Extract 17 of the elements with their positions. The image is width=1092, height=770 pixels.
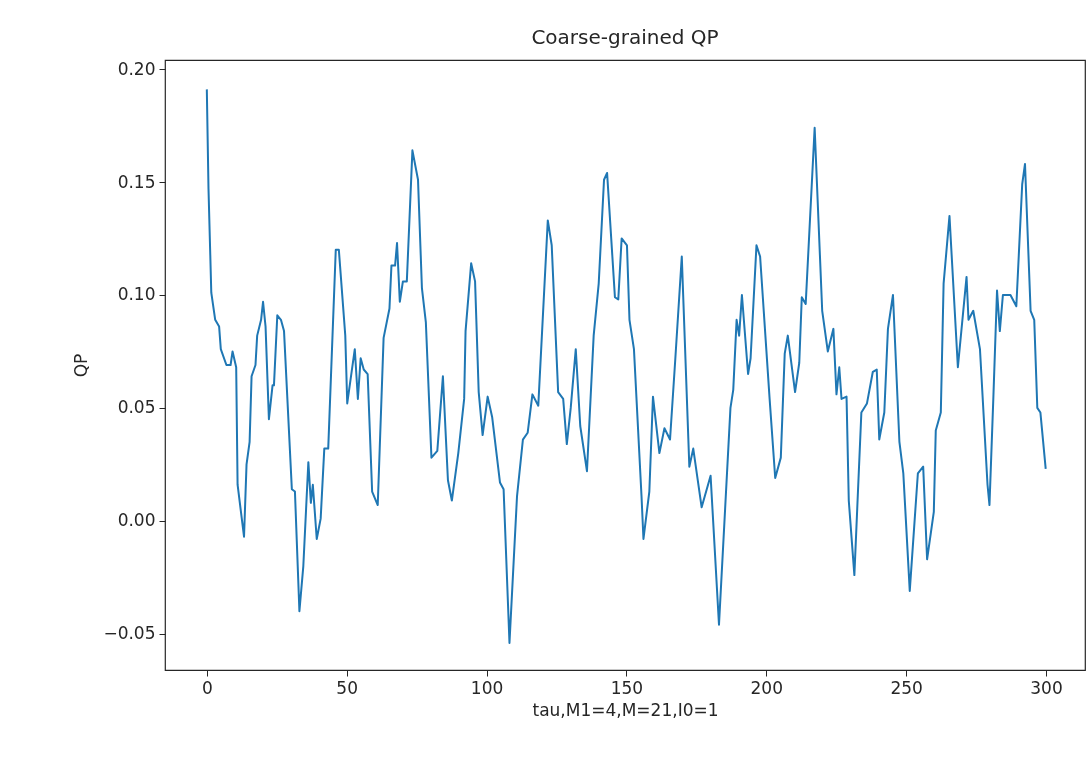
x-tick-label: 300: [1030, 677, 1063, 698]
x-tick-label: 0: [201, 677, 213, 698]
y-tick-label: 0.05: [117, 397, 156, 418]
x-tick-label: 50: [336, 677, 358, 698]
x-tick-label: 100: [470, 677, 504, 698]
y-tick-label: 0.00: [117, 510, 156, 531]
x-axis-title: tau,M1=4,M=21,I0=1: [532, 699, 719, 720]
x-tick-label: 150: [610, 677, 644, 698]
y-tick-label: 0.20: [117, 58, 156, 79]
y-tick-label: 0.15: [117, 171, 156, 192]
x-tick-label: 250: [890, 677, 923, 698]
line-series: [205, 88, 1047, 644]
y-axis-title: QP: [71, 353, 92, 378]
x-tick-label: 200: [750, 677, 783, 698]
chart-title: Coarse-grained QP: [531, 25, 719, 49]
y-tick-label: 0.10: [117, 284, 156, 305]
y-tick-label: −0.05: [103, 623, 156, 644]
